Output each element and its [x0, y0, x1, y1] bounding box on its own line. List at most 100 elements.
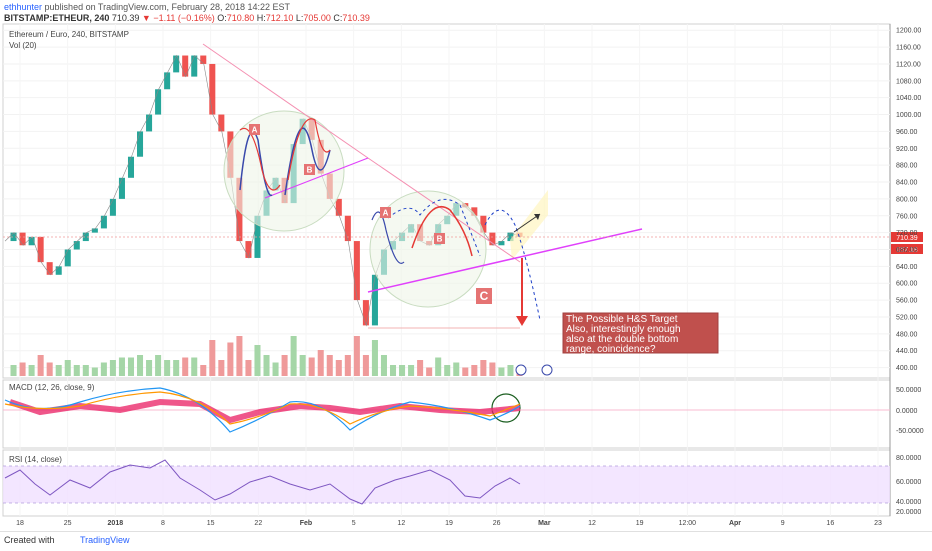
marker-c-box — [476, 288, 492, 304]
rsi-tick-0: 80.0000 — [896, 455, 921, 462]
volume-bar — [308, 357, 315, 376]
price-tick-label: 440.00 — [896, 348, 918, 355]
volume-bar — [137, 355, 144, 376]
price-candle — [254, 215, 261, 258]
time-tick-label: 25 — [64, 520, 72, 527]
volume-bar — [164, 360, 171, 376]
price-tick-label: 1120.00 — [896, 61, 921, 68]
marker-c: C — [480, 289, 489, 303]
price-candle — [200, 55, 207, 64]
macd-pane: 50.0000 0.0000 -50.0000 — [3, 387, 924, 435]
volume-bar — [507, 365, 514, 376]
volume-bar — [173, 360, 180, 376]
drawings[interactable]: A B A B C The Possible H&S Target Also, … — [3, 43, 890, 423]
up-arrow-head — [534, 214, 540, 220]
price-candle — [46, 262, 53, 275]
author-link[interactable]: ethhunter — [4, 2, 43, 12]
time-tick-label: 2018 — [108, 520, 124, 527]
price-pane-title: Ethereum / Euro, 240, BITSTAMP — [9, 30, 129, 39]
marker-b-left: B — [307, 166, 313, 175]
last-price: 710.39 — [111, 13, 140, 23]
tradingview-brand-link[interactable]: TradingView — [80, 535, 130, 545]
volume-bar — [335, 360, 342, 376]
hs-curve-left-shoulder — [239, 131, 273, 197]
volume-bar — [236, 336, 243, 376]
time-tick-label: 5 — [352, 520, 356, 527]
price-tick-label: 400.00 — [896, 365, 918, 372]
volume-bar — [100, 362, 107, 376]
price-candle — [353, 241, 360, 301]
macd-title: MACD (12, 26, close, 9) — [9, 383, 95, 392]
volume-bar — [399, 365, 406, 376]
price-candle — [28, 236, 35, 246]
hs-curve-right-red — [411, 205, 473, 257]
volume-bar — [19, 362, 26, 376]
volume-bar — [64, 360, 71, 376]
price-tick-label: 480.00 — [896, 331, 918, 338]
price-tick-label: 920.00 — [896, 146, 918, 153]
time-tick-label: 12:00 — [679, 520, 697, 527]
neckline-left — [264, 157, 369, 199]
time-tick-label: 19 — [636, 520, 644, 527]
price-tick-label: 840.00 — [896, 180, 918, 187]
price-candle — [127, 156, 135, 178]
volume-bar — [281, 355, 288, 376]
published-text: published on TradingView.com, February 2… — [44, 2, 291, 12]
price-candle — [191, 55, 198, 77]
price-candle — [335, 198, 342, 216]
price-candle — [109, 198, 116, 216]
volume-bar — [471, 365, 478, 376]
rsi-title: RSI (14, close) — [9, 455, 62, 464]
volume-bar — [209, 340, 216, 376]
price-candle — [173, 55, 180, 73]
volume-label: Vol (20) — [9, 41, 37, 50]
price-candle — [480, 215, 487, 233]
dashed-projection-1 — [387, 198, 481, 257]
macd-histogram — [9, 398, 521, 424]
last-price-tag-box — [891, 232, 923, 242]
note-box — [562, 312, 719, 354]
time-tick-label: 22 — [254, 520, 262, 527]
event-icon-1 — [515, 364, 527, 376]
marker-a-right: A — [383, 209, 389, 218]
volume-bar — [146, 360, 153, 376]
volume-bar — [218, 360, 225, 376]
projection-zone — [510, 190, 548, 260]
rsi-tick-2: 40.0000 — [896, 499, 921, 506]
high-label: H: — [256, 13, 266, 23]
descending-trendline — [202, 43, 369, 159]
rsi-pane: 80.0000 60.0000 40.0000 20.0000 — [3, 455, 921, 516]
event-icon-2 — [541, 364, 553, 376]
price-change: ▼ −1.11 (−0.16%) — [141, 13, 215, 23]
time-tick-label: 9 — [781, 520, 785, 527]
rsi-line — [4, 459, 521, 505]
price-candle — [37, 236, 44, 263]
price-axis[interactable]: 1200.00 1160.00 1120.00 1080.00 1040.00 1000.… — [896, 28, 921, 372]
up-arrow — [513, 213, 541, 233]
note-line-4: range, coincidence? — [566, 344, 656, 355]
chart-canvas[interactable]: A B A B C The Possible H&S Target Also, … — [0, 0, 932, 531]
volume-bar — [182, 357, 189, 376]
time-tick-label: 19 — [445, 520, 453, 527]
volume-bar — [46, 362, 53, 376]
time-axis[interactable]: 18 25 2018 8 15 22 Feb 5 12 19 26 Mar 12 19 12:00 Apr 9 1… — [16, 520, 882, 527]
price-tick-label: 720.00 — [896, 230, 918, 237]
marker-a-left: A — [252, 126, 258, 135]
marker-b-right-box — [434, 233, 445, 244]
hs-curve-red-left — [239, 127, 281, 191]
price-tick-label: 1040.00 — [896, 95, 921, 102]
price-candle — [55, 266, 62, 275]
volume-bar — [109, 360, 116, 376]
price-candle — [164, 72, 171, 90]
last-price-tag: 710.39 — [896, 235, 918, 242]
volume-bar — [389, 365, 397, 376]
price-candle — [64, 249, 71, 267]
volume-bar — [408, 365, 415, 376]
volume-bar — [82, 365, 89, 376]
volume-bar — [344, 355, 351, 376]
volume-bar — [498, 367, 505, 376]
price-tick-label: 800.00 — [896, 196, 918, 203]
price-tick-label: 560.00 — [896, 298, 918, 305]
volume-bars — [10, 336, 523, 376]
rsi-tick-1: 60.0000 — [896, 479, 921, 486]
